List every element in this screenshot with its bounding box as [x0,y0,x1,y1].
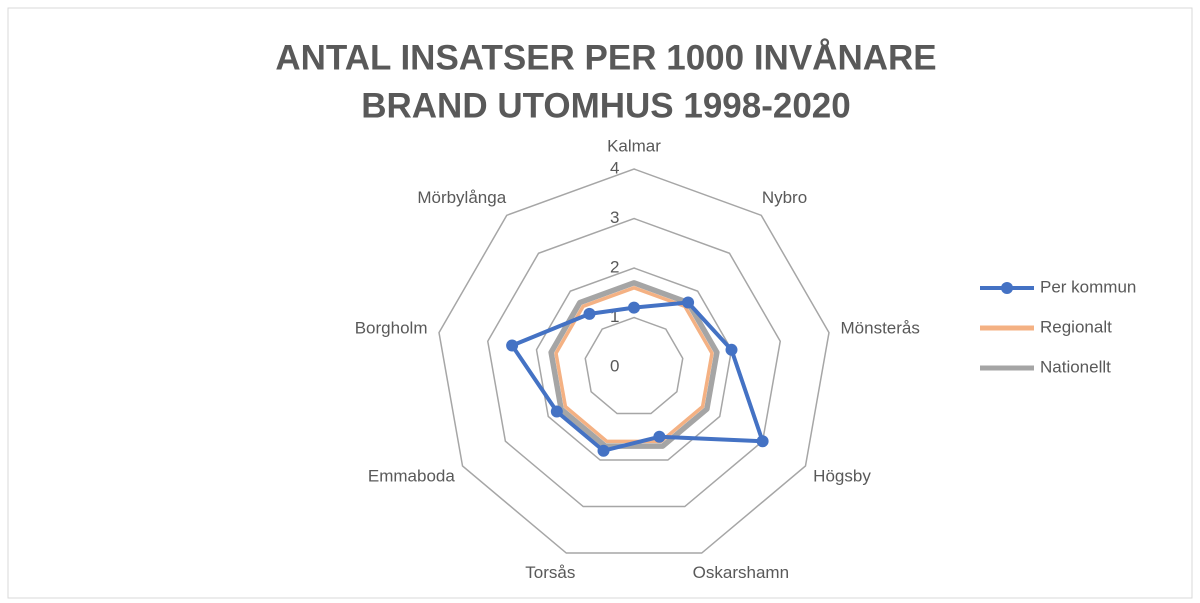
grid-ring [486,217,782,508]
legend-label: Regionalt [1040,317,1112,336]
category-label: Emmaboda [368,466,455,485]
category-label: Mönsterås [841,318,920,337]
series-line [510,300,765,453]
data-point [682,296,695,309]
category-label: Kalmar [607,136,661,155]
legend-marker [1001,282,1013,294]
grid-ring [438,168,830,554]
r-tick-label: 4 [610,158,619,177]
r-tick-label: 2 [610,257,619,276]
category-label: Torsås [525,563,575,582]
data-point [550,405,563,418]
data-point [756,435,769,448]
data-point [628,301,640,314]
data-point [725,343,738,356]
chart-title: ANTAL INSATSER PER 1000 INVÅNARE [275,37,936,77]
chart-title: BRAND UTOMHUS 1998-2020 [361,86,851,125]
legend-label: Nationellt [1040,357,1111,376]
category-label: Borgholm [355,318,428,337]
category-label: Nybro [762,188,807,207]
category-label: Oskarshamn [693,563,789,582]
legend-label: Per kommun [1040,277,1136,296]
data-point [653,430,666,443]
series-line [548,280,720,449]
chart-frame [7,7,1193,599]
data-point [597,444,610,457]
r-tick-label: 3 [610,208,619,227]
r-tick-label: 1 [610,307,619,326]
data-point [506,339,519,352]
category-label: Mörbylånga [417,188,506,207]
data-point [583,307,596,320]
r-tick-label: 0 [610,356,619,375]
grid-ring [535,267,733,461]
category-label: Högsby [813,466,871,485]
grid-ring [584,316,684,415]
